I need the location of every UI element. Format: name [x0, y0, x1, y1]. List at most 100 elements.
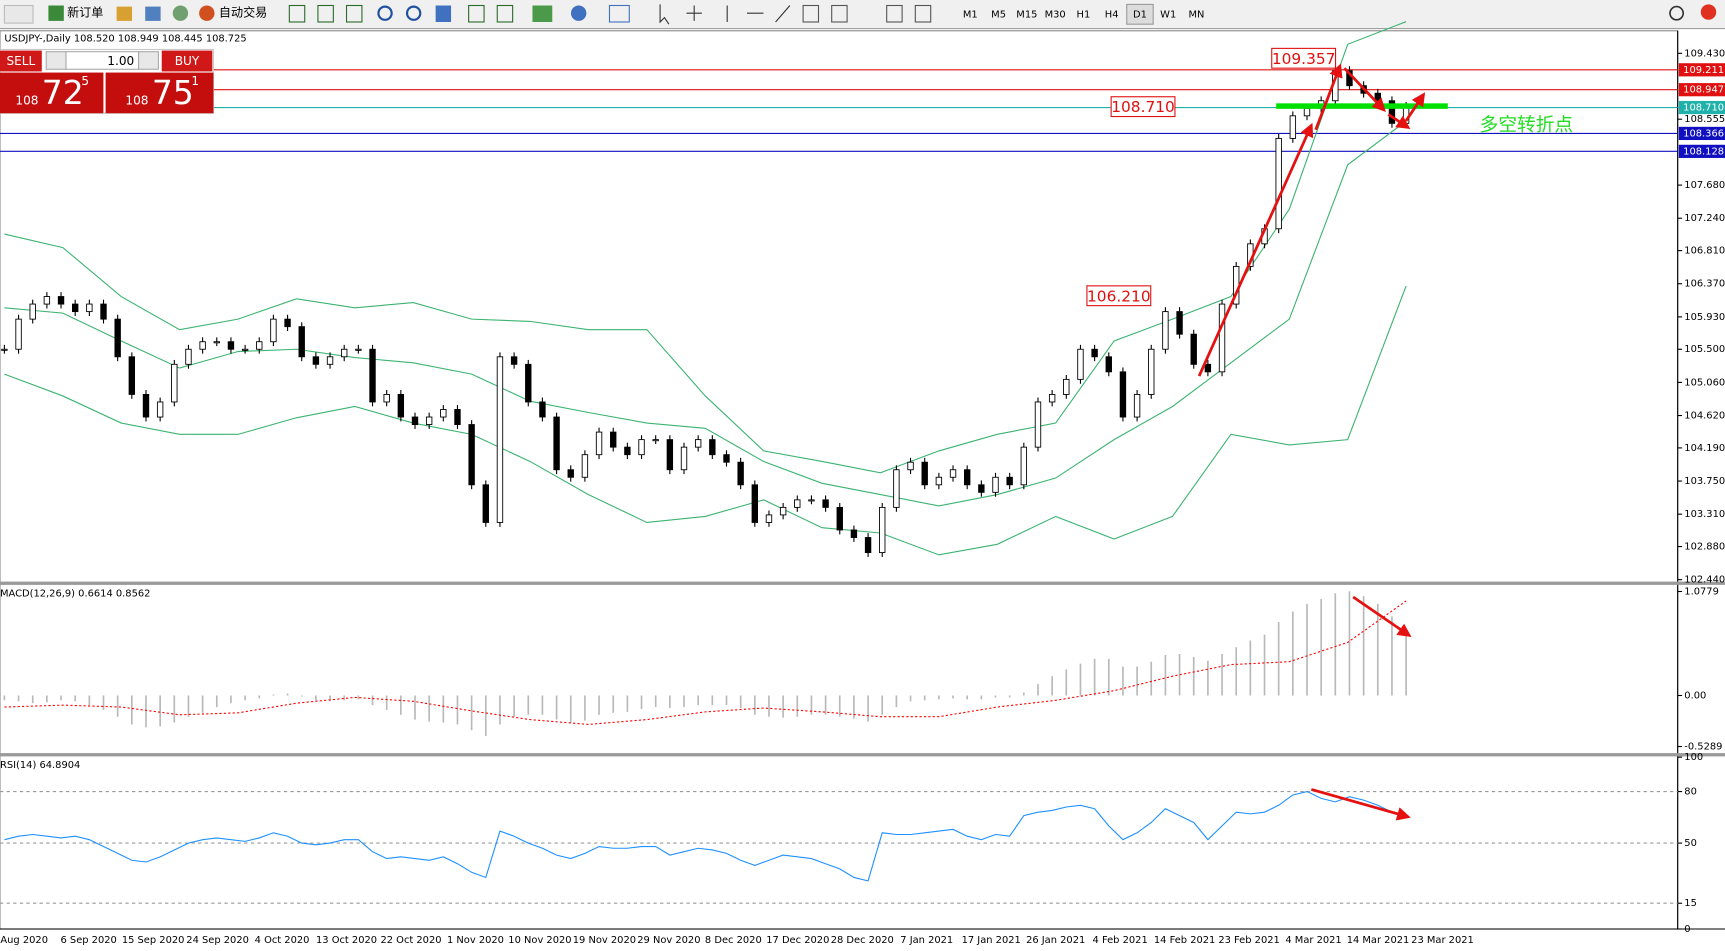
buy-price-big[interactable]: 108 [125, 94, 148, 108]
x-tick-label: 24 Sep 2020 [186, 935, 249, 946]
candle [57, 296, 65, 305]
tool-icon[interactable] [172, 5, 189, 21]
sell-price-box[interactable] [0, 72, 104, 114]
buy-price-box[interactable] [105, 72, 214, 114]
tool-icon[interactable] [288, 4, 306, 23]
tool-icon[interactable] [608, 4, 630, 23]
candle [1091, 348, 1098, 358]
timeframe-button[interactable]: M5 [991, 9, 1006, 20]
candle [921, 461, 928, 486]
candle [43, 296, 51, 305]
candle [879, 506, 886, 554]
candle [666, 439, 674, 471]
timeframe-button[interactable]: H1 [1077, 9, 1091, 20]
zoom-out[interactable] [405, 5, 422, 21]
sell-button[interactable] [0, 50, 42, 72]
x-tick-label: 22 Oct 2020 [380, 935, 441, 946]
annotation-boxes: 109.357 108.710 106.210 多空转折点 [1086, 47, 1573, 307]
y-tick-label: 105.060 [1684, 377, 1725, 388]
x-tick-label: 15 Sep 2020 [122, 935, 185, 946]
tool-icon[interactable] [468, 4, 485, 23]
sell-price-small[interactable]: 5 [81, 74, 89, 88]
y-tick-label: 102.440 [1684, 575, 1725, 586]
lots-down[interactable] [45, 51, 67, 70]
y-tick-label: 80 [1684, 787, 1697, 798]
cursor-tool[interactable] [659, 4, 670, 25]
tool-icon[interactable] [886, 4, 903, 23]
candle [199, 341, 206, 350]
candle [468, 424, 475, 486]
search-button[interactable] [1669, 5, 1685, 21]
bollinger-lower [4, 285, 1407, 556]
y-tick-label: 107.680 [1684, 180, 1725, 191]
price-level-tag [1678, 126, 1725, 141]
x-tick-label: 4 Mar 2021 [1285, 935, 1341, 946]
candle [411, 416, 419, 425]
support-marker [1276, 103, 1448, 109]
timeframe-button[interactable]: M15 [1016, 9, 1037, 20]
x-tick-label: Aug 2020 [0, 935, 48, 946]
buy-price-small[interactable]: 1 [191, 74, 199, 88]
lots-up[interactable] [138, 51, 159, 70]
candle [100, 303, 107, 320]
notifications[interactable] [1700, 4, 1717, 20]
tool-icon[interactable] [317, 4, 334, 23]
sell-price-big[interactable]: 108 [15, 94, 38, 108]
annotation-box [1110, 96, 1176, 118]
tool-icon[interactable] [570, 5, 587, 21]
arrow [1387, 113, 1411, 130]
candle [1275, 137, 1282, 230]
candle [496, 356, 504, 523]
timeframe-button[interactable]: M30 [1045, 9, 1066, 20]
sell-price-main[interactable]: 72 [42, 73, 84, 112]
sell-label[interactable]: SELL [7, 54, 36, 68]
new-order-button[interactable]: 新订单 [67, 5, 103, 20]
timeframe-button[interactable]: H4 [1105, 9, 1119, 20]
timeframe-button[interactable]: D1 [1133, 9, 1147, 20]
tool-icon[interactable] [345, 4, 363, 23]
tool-icon[interactable] [532, 5, 553, 22]
arrow [1314, 63, 1343, 131]
auto-trade-button[interactable]: 自动交易 [219, 5, 267, 20]
price-panel: 109.430 108.555 107.680 107.240 106.810 106.3… [0, 21, 1725, 946]
buy-button[interactable] [161, 50, 213, 72]
buy-label[interactable]: BUY [175, 54, 200, 68]
candle [1218, 303, 1226, 373]
tool-icon[interactable] [914, 4, 932, 23]
arrows [1197, 63, 1426, 821]
tool-icon[interactable] [116, 6, 133, 21]
x-tick-label: 1 Nov 2020 [447, 935, 504, 946]
auto-trade-icon[interactable] [199, 5, 215, 21]
trend-tool[interactable] [775, 5, 791, 23]
candle [15, 318, 22, 350]
timeframe-button[interactable]: M1 [963, 9, 978, 20]
y-tick-label: 100 [1684, 752, 1703, 763]
annotation-box [1086, 285, 1152, 307]
candle [171, 363, 178, 403]
y-tick-label: 105.930 [1684, 312, 1725, 323]
timeframe-button[interactable]: MN [1189, 9, 1205, 20]
price-level-tag [1678, 100, 1725, 115]
panel-separator [0, 753, 1725, 757]
crosshair-tool[interactable] [686, 5, 702, 21]
panel-separator [0, 581, 1725, 585]
new-order-icon[interactable] [48, 5, 64, 21]
timeframe-button[interactable]: W1 [1160, 9, 1176, 20]
tool-icon[interactable] [496, 4, 514, 23]
tool-icon[interactable] [435, 5, 452, 22]
candle [935, 476, 943, 486]
candle [567, 469, 574, 478]
candle [298, 326, 305, 358]
tool-icon[interactable] [145, 6, 161, 21]
lots-value[interactable]: 1.00 [107, 54, 134, 68]
one-click-trade: SELL 1.00 BUY 108 72 5 108 75 1 [0, 48, 214, 114]
candle [510, 356, 518, 365]
tool-icon[interactable] [802, 4, 820, 23]
buy-price-main[interactable]: 75 [152, 73, 194, 112]
zoom-in[interactable] [377, 5, 393, 21]
candle [284, 318, 291, 328]
tool-icon[interactable] [3, 4, 34, 24]
candle [680, 446, 688, 471]
y-tick-label: 1.0779 [1684, 586, 1719, 597]
tool-icon[interactable] [831, 4, 848, 23]
